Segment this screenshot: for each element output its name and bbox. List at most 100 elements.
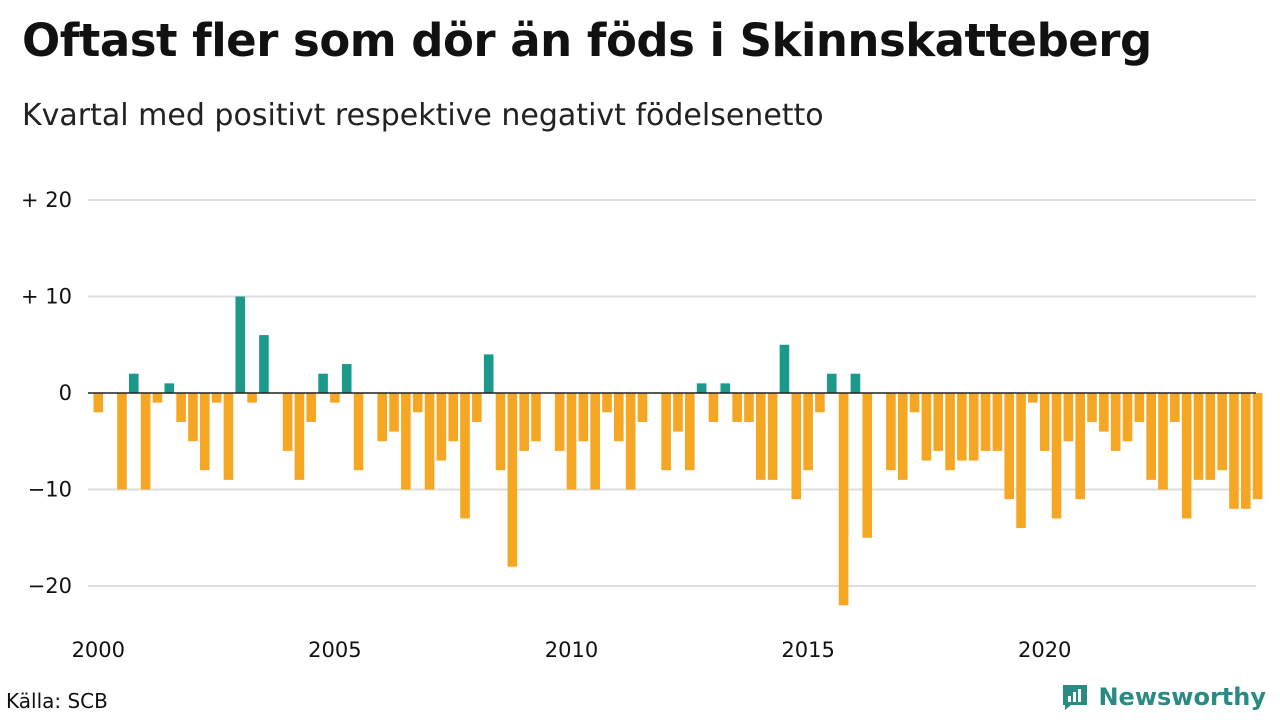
bar: 2001 K1: -10 [140,393,151,490]
bar: 2016 K2: -15 [862,393,873,538]
bar: 2003 K3: 6 [259,335,269,393]
bar: 2004 K3: -3 [306,393,317,422]
bar: 2009 K2: -5 [531,393,541,442]
bar: 2010 K3: -10 [590,393,600,490]
bar: 2017 K2: -2 [909,393,920,413]
bar: 2018 K3: -7 [968,393,979,461]
bar: 2012 K3: -8 [685,393,695,471]
bar: 2016 K1: 2 [850,373,861,393]
bar: 2022 K1: -3 [1134,393,1145,422]
bar: 2008 K3: -8 [495,393,506,471]
bar: 2018 K4: -6 [980,393,991,451]
bar: 2023 K3: -9 [1205,393,1216,480]
bar: 2017 K4: -6 [933,393,944,451]
bar: 2003 K1: 10 [235,296,246,393]
bar: 2011 K3: -3 [637,393,648,422]
bar: 2023 K1: -13 [1181,393,1192,519]
bar: 2007 K4: -13 [460,393,470,519]
bar: 2000 K1: -2 [93,393,104,413]
brand: Newsworthy [1060,682,1266,712]
bar: 2023 K4: -8 [1217,393,1227,471]
bar: 2005 K2: 3 [341,364,352,393]
y-axis-ticks: + 20 + 10 0 −10 −20 [21,188,72,598]
bar: 2007 K2: -7 [436,393,447,461]
bar: 2006 K3: -10 [401,393,411,490]
bar: 2012 K4: 1 [696,383,707,393]
bar: 2002 K2: -8 [199,393,210,471]
bar: 2001 K4: -3 [176,393,186,422]
x-tick-label: 2010 [545,638,598,662]
bar: 2014 K4: -11 [791,393,802,500]
bar: 2024 K1: -12 [1229,393,1239,509]
bar: 2022 K3: -10 [1158,393,1168,490]
bar: 2010 K1: -10 [566,393,577,490]
bar: 2019 K3: -14 [1016,393,1026,529]
bar: 2002 K3: -1 [211,393,222,403]
brand-name: Newsworthy [1098,683,1266,711]
bar: 2006 K4: -2 [412,393,423,413]
bar: 2019 K2: -11 [1004,393,1015,500]
bar: 2013 K2: 1 [720,383,731,393]
y-tick-label: 0 [59,381,72,405]
bar: 2023 K2: -9 [1193,393,1204,480]
bar: 2022 K4: -3 [1170,393,1180,422]
bar: 2011 K2: -10 [625,393,636,490]
bar: 2005 K3: -8 [353,393,364,471]
x-tick-label: 2015 [781,638,834,662]
bar: 2005 K1: -1 [330,393,340,403]
bar: 2010 K2: -5 [578,393,589,442]
bar: 2019 K4: -1 [1028,393,1038,403]
bar: 2001 K2: -1 [152,393,163,403]
bar: 2015 K4: -22 [838,393,849,606]
bar: 2015 K3: 2 [826,373,837,393]
bar-chart: 2000 K1: -2 2000 K3: -102000 K4: 22001 K1… [21,188,1263,662]
bar: 2017 K3: -7 [921,393,932,461]
bar: 2013 K4: -3 [744,393,754,422]
bar: 2021 K3: -6 [1110,393,1121,451]
bar: 2024 K2: -12 [1241,393,1251,509]
bar: 2004 K4: 2 [318,373,328,393]
bar: 2015 K2: -2 [815,393,825,413]
bar: 2014 K1: -9 [755,393,766,480]
bar: 2020 K1: -6 [1039,393,1050,451]
bar: 2006 K2: -4 [389,393,399,432]
bar: 2007 K3: -5 [448,393,458,442]
bar: 2019 K1: -6 [992,393,1003,451]
y-tick-label: −10 [28,478,72,502]
bar: 2021 K4: -5 [1122,393,1133,442]
bar: 2020 K4: -11 [1075,393,1085,500]
x-axis-ticks: 2000 2005 2010 2015 2020 [72,638,1072,662]
bar: 2004 K1: -6 [282,393,293,451]
bar: 2000 K3: -10 [117,393,127,490]
bar: 2003 K2: -1 [247,393,257,403]
x-tick-label: 2005 [308,638,361,662]
bar: 2018 K1: -8 [945,393,955,471]
bar: 2020 K2: -13 [1051,393,1062,519]
y-tick-label: −20 [28,574,72,598]
bar: 2013 K1: -3 [708,393,719,422]
bar: 2015 K1: -8 [803,393,813,471]
bar: 2018 K2: -7 [957,393,967,461]
bar: undefined: -11 [1252,393,1263,500]
bar: 2017 K1: -9 [897,393,908,480]
bar: 2009 K4: -6 [554,393,565,451]
bar: 2001 K3: 1 [164,383,175,393]
bar: 2006 K1: -5 [377,393,388,442]
bar: 2016 K4: -8 [886,393,896,471]
chart-subtitle: Kvartal med positivt respektive negativt… [22,98,824,133]
grid-lines [88,199,1256,587]
y-tick-label: + 20 [21,188,72,212]
bar: 2010 K4: -2 [602,393,612,413]
bar: 2020 K3: -5 [1063,393,1074,442]
bar: 2002 K1: -5 [188,393,198,442]
bar: 2012 K2: -4 [673,393,683,432]
source-note: Källa: SCB [6,689,108,713]
bar: 2007 K1: -10 [424,393,435,490]
x-tick-label: 2000 [72,638,125,662]
bar: 2014 K2: -9 [767,393,778,480]
chart-title: Oftast fler som dör än föds i Skinnskatt… [22,14,1152,67]
y-tick-label: + 10 [21,285,72,309]
bar: 2002 K4: -9 [223,393,234,480]
bar: 2004 K2: -9 [294,393,305,480]
bar: 2008 K4: -18 [507,393,518,567]
